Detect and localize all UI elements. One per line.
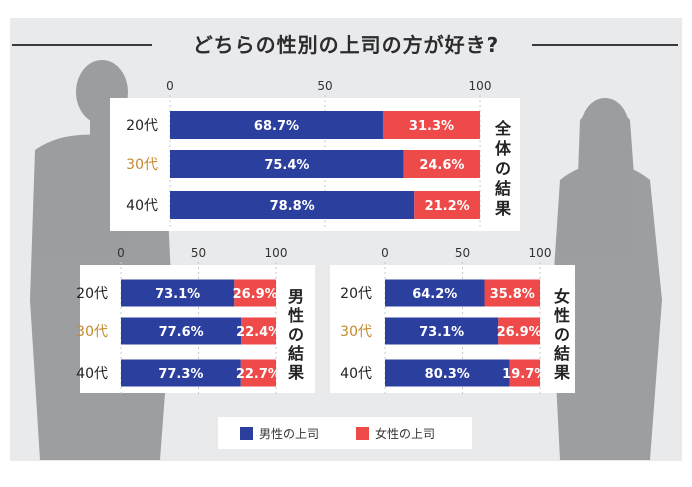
category-label: 40代 (126, 198, 158, 214)
female-boss-bar (234, 279, 276, 307)
category-label: 20代 (340, 286, 372, 302)
bar-value-label: 26.9% (497, 325, 542, 340)
legend-label: 女性の上司 (375, 426, 435, 441)
bar-value-label: 64.2% (412, 287, 457, 302)
page-title-text: どちらの性別の上司の方が好き? (182, 33, 510, 57)
x-tick-label: 100 (469, 79, 492, 93)
bar-value-label: 19.7% (502, 367, 547, 382)
category-label: 30代 (76, 324, 108, 340)
chart-title-char: 果 (287, 363, 304, 382)
female-silhouette-icon (552, 98, 662, 461)
legend-swatch (356, 427, 369, 440)
female-boss-bar (509, 359, 540, 387)
title-rule-left (12, 44, 152, 46)
bar-value-label: 24.6% (419, 158, 464, 173)
legend-background (218, 417, 472, 449)
female-boss-bar (240, 359, 276, 387)
bar-value-label: 35.8% (490, 287, 535, 302)
chart-title-char: 体 (495, 139, 512, 158)
bar-value-label: 80.3% (425, 367, 470, 382)
bar-value-label: 31.3% (409, 119, 454, 134)
chart-title-char: 性 (288, 306, 304, 325)
male-boss-bar (121, 317, 242, 345)
chart-panel-2: 0 50 100 20代 73.1% 26.9% 30代 77.6% 22.4% 40代 77.3%… (76, 246, 315, 395)
category-label: 30代 (126, 157, 158, 173)
category-label: 30代 (340, 324, 372, 340)
male-boss-bar (121, 279, 235, 307)
x-tick-label: 0 (166, 79, 174, 93)
bar-value-label: 68.7% (254, 119, 299, 134)
chart-title-char: 結 (554, 344, 570, 363)
female-boss-bar (414, 191, 480, 219)
x-tick-label: 50 (191, 246, 206, 260)
female-boss-bar (241, 317, 276, 345)
female-boss-bar (484, 279, 540, 307)
bar-value-label: 22.4% (236, 325, 281, 340)
legend-swatch (240, 427, 253, 440)
bar-value-label: 22.7% (236, 367, 281, 382)
male-boss-bar (121, 359, 241, 387)
male-boss-bar (170, 111, 383, 139)
x-tick-label: 0 (117, 246, 125, 260)
chart-title-char: 女 (554, 287, 570, 306)
bar-value-label: 78.8% (270, 199, 315, 214)
page-title: どちらの性別の上司の方が好き? (0, 29, 692, 58)
x-tick-label: 100 (529, 246, 552, 260)
male-boss-bar (170, 150, 404, 178)
category-label: 40代 (340, 366, 372, 382)
male-boss-bar (385, 359, 510, 387)
chart-title-char: の (495, 159, 511, 178)
bar-value-label: 73.1% (419, 325, 464, 340)
chart-title-char: 果 (494, 199, 511, 218)
chart-title-char: の (288, 325, 304, 344)
chart-title-char: の (554, 325, 570, 344)
chart-panel-3: 0 50 100 20代 64.2% 35.8% 30代 73.1% 26.9% 40代 80.3%… (330, 246, 575, 395)
chart-title-char: 果 (553, 363, 570, 382)
legend: 男性の上司 女性の上司 (218, 417, 472, 449)
bar-value-label: 77.3% (158, 367, 203, 382)
chart-title-char: 性 (554, 306, 570, 325)
bar-value-label: 75.4% (264, 158, 309, 173)
male-boss-bar (385, 317, 499, 345)
bar-value-label: 26.9% (233, 287, 278, 302)
chart-title-char: 結 (288, 344, 304, 363)
category-label: 20代 (126, 118, 158, 134)
chart-panel-1: 0 50 100 20代 68.7% 31.3% 30代 75.4% 24.6% 40代 78.8%… (110, 79, 520, 231)
x-tick-label: 50 (455, 246, 470, 260)
charts-layer: 0 50 100 20代 68.7% 31.3% 30代 75.4% 24.6% 40代 78.8%… (76, 79, 575, 395)
x-tick-label: 0 (381, 246, 389, 260)
legend-label: 男性の上司 (259, 427, 319, 441)
chart-title-char: 全 (494, 119, 512, 138)
chart-title-char: 男 (288, 287, 304, 306)
male-boss-bar (385, 279, 485, 307)
male-boss-bar (170, 191, 415, 219)
category-label: 20代 (76, 286, 108, 302)
x-tick-label: 100 (265, 246, 288, 260)
chart-title-char: 結 (495, 179, 511, 198)
bar-value-label: 77.6% (159, 325, 204, 340)
female-boss-bar (498, 317, 540, 345)
female-boss-bar (382, 111, 480, 139)
title-rule-right (532, 44, 678, 46)
x-tick-label: 50 (317, 79, 332, 93)
bar-value-label: 21.2% (425, 199, 470, 214)
female-boss-bar (403, 150, 480, 178)
bar-value-label: 73.1% (155, 287, 200, 302)
category-label: 40代 (76, 366, 108, 382)
